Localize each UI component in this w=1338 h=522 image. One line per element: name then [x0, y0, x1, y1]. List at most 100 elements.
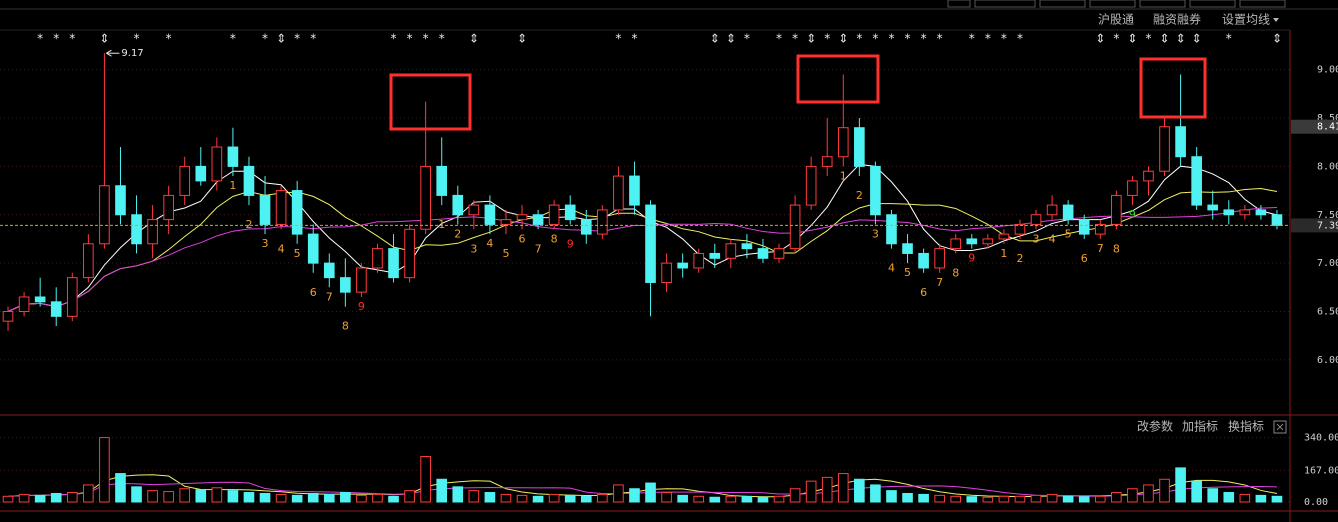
candle-body: [1175, 126, 1186, 158]
volume-bar: [420, 456, 431, 503]
volume-bar: [195, 489, 207, 503]
volume-bar: [340, 492, 351, 503]
highlight-box: [796, 54, 880, 104]
candle-body: [998, 233, 1010, 240]
td-label: 7: [535, 242, 542, 255]
highlight-box: [1139, 57, 1207, 119]
candle-body: [323, 262, 335, 279]
candle-body: [468, 204, 480, 216]
toolbar-button[interactable]: 融资融券: [1153, 12, 1201, 27]
signal-mark: *: [985, 32, 991, 46]
candle-body: [420, 165, 431, 230]
td-label: 8: [952, 266, 959, 279]
candle-body: [1239, 209, 1251, 216]
candle-body: [661, 262, 672, 283]
signal-mark: ⇕: [517, 32, 527, 46]
td-label: 4: [1049, 233, 1056, 246]
candle-body: [34, 296, 46, 303]
volume-bar: [131, 486, 142, 503]
price-tag: [1291, 218, 1338, 233]
volume-bar: [805, 480, 817, 503]
candle-body: [2, 310, 14, 322]
candle-body: [452, 194, 464, 216]
volume-bar: [259, 492, 271, 503]
toolbar-button[interactable]: 设置均线: [1222, 13, 1270, 27]
signal-mark: ⇕: [710, 32, 720, 46]
signal-mark: *: [69, 32, 75, 46]
candle-body: [693, 252, 705, 269]
ma-line: [7, 188, 1278, 312]
candle-body: [516, 214, 528, 221]
toolbar-button[interactable]: 沪股通: [1098, 13, 1134, 27]
volume-bar: [1030, 494, 1042, 503]
volume-bar: [902, 492, 913, 503]
volume-bar: [1046, 493, 1058, 503]
volume-bar: [50, 492, 62, 503]
volume-bar: [436, 478, 448, 503]
candle-body: [789, 204, 801, 250]
signal-mark: *: [53, 32, 59, 46]
candle-body: [613, 175, 624, 211]
volume-bar: [372, 493, 383, 503]
td-label: 2: [1016, 252, 1023, 265]
candle-body: [1207, 204, 1219, 211]
signal-mark: *: [776, 32, 782, 46]
signal-mark: *: [1226, 32, 1232, 46]
candle-body: [629, 175, 640, 206]
signal-mark: ⇕: [806, 32, 816, 46]
indicator-button[interactable]: 改参数: [1137, 419, 1173, 434]
td-label: 8: [1113, 242, 1120, 255]
volume-bar: [1014, 495, 1026, 503]
volume-bar: [532, 495, 544, 503]
volume-bar: [307, 492, 319, 503]
volume-bar: [773, 495, 785, 503]
signal-mark: ⇕: [1127, 32, 1137, 46]
td-label: 4: [888, 262, 895, 275]
volume-bar: [452, 486, 464, 503]
close-box: [1273, 420, 1287, 434]
volume-bar: [2, 495, 14, 503]
candle-body: [677, 262, 688, 269]
signal-mark: *: [824, 32, 830, 46]
highlight-box: [389, 73, 472, 131]
indicator-button[interactable]: 加指标: [1182, 419, 1218, 434]
close-button[interactable]: [1273, 420, 1287, 434]
td-label: 3: [1033, 232, 1040, 245]
volume-bar: [548, 493, 560, 503]
signal-mark: ⇕: [469, 32, 479, 46]
candle-body: [741, 243, 753, 250]
signal-mark: *: [744, 32, 750, 46]
tab: [1039, 0, 1086, 8]
candle-body: [548, 204, 560, 225]
signal-mark: ⇕: [276, 32, 286, 46]
indicator-button[interactable]: 换指标: [1228, 419, 1264, 434]
candle-body: [66, 277, 78, 317]
signal-mark: *: [1001, 32, 1007, 46]
td-label: 6: [920, 286, 927, 299]
signal-mark: *: [310, 32, 316, 46]
volume-bar: [163, 491, 174, 503]
signal-mark: ⇕: [838, 32, 848, 46]
y-tick-label: 8.00: [1317, 161, 1338, 172]
y-tick-label: 6.00: [1317, 355, 1338, 366]
signal-mark: ⇕: [1272, 32, 1282, 46]
candle-body: [115, 185, 126, 216]
candle-body: [1191, 156, 1202, 206]
candle-body: [886, 214, 897, 245]
volume-bar: [18, 493, 30, 503]
volume-bar: [998, 495, 1010, 503]
candle-body: [837, 127, 849, 158]
td-label: 4: [486, 237, 493, 250]
tab: [1239, 0, 1286, 8]
candle-body: [179, 165, 191, 196]
candle-body: [500, 219, 512, 225]
td-label: 3: [872, 227, 879, 240]
candle-body: [1111, 194, 1122, 225]
volume-bar: [1094, 495, 1106, 503]
signal-mark: *: [262, 32, 268, 46]
candle-body: [259, 194, 271, 225]
td-label: 1: [840, 169, 847, 182]
volume-bar: [693, 495, 705, 503]
volume-tick-label: 167.00: [1304, 465, 1338, 476]
td-label: 2: [856, 189, 863, 202]
